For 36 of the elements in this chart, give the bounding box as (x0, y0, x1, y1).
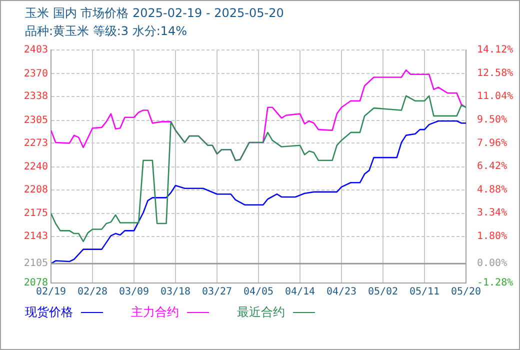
x-tick-label: 02/19 (36, 286, 66, 298)
y2-tick-label: 9.50% (477, 114, 508, 126)
x-tick-label: 04/14 (284, 286, 316, 298)
legend-label: 最近合约 (237, 304, 286, 321)
legend-label: 现货价格 (25, 304, 74, 321)
y-tick-label: 2208 (24, 184, 48, 196)
y2-tick-label: 11.04% (477, 91, 514, 102)
x-tick-label: 03/09 (118, 286, 150, 298)
y-tick-label: 2240 (24, 161, 48, 172)
y-tick-label: 2403 (24, 44, 48, 56)
chart-subtitle: 品种:黄玉米 等级:3 水分:14% (25, 23, 188, 40)
y-tick-label: 2175 (24, 208, 48, 220)
x-tick-label: 03/27 (202, 286, 232, 298)
x-tick-label: 02/28 (77, 286, 108, 298)
y2-tick-label: 7.96% (477, 138, 508, 149)
y2-tick-label: 6.42% (477, 161, 508, 172)
x-tick-label: 05/20 (450, 286, 482, 298)
y-tick-label: 2305 (24, 114, 48, 126)
y-tick-label: 2143 (24, 230, 48, 242)
y2-tick-label: 12.58% (477, 68, 514, 79)
y2-tick-label: 3.34% (477, 208, 508, 219)
x-tick-label: 05/02 (368, 286, 398, 298)
legend-label: 主力合约 (131, 304, 180, 321)
y-tick-label: 2370 (24, 68, 48, 80)
y2-tick-label: 4.88% (477, 184, 508, 196)
chart-title: 玉米 国内 市场价格 2025-02-19 - 2025-05-20 (25, 5, 284, 22)
y-tick-label: 2273 (24, 138, 48, 149)
x-tick-label: 04/23 (326, 286, 357, 298)
x-tick-label: 03/18 (160, 286, 191, 298)
y2-tick-label: 1.80% (477, 230, 508, 242)
y2-tick-label: 14.12% (477, 44, 514, 56)
x-tick-label: 05/11 (409, 286, 440, 298)
y-tick-label: 2105 (24, 258, 48, 270)
y2-tick-label: 0.00% (477, 258, 508, 270)
y-tick-label: 2338 (24, 91, 48, 102)
x-tick-label: 04/05 (243, 286, 274, 298)
